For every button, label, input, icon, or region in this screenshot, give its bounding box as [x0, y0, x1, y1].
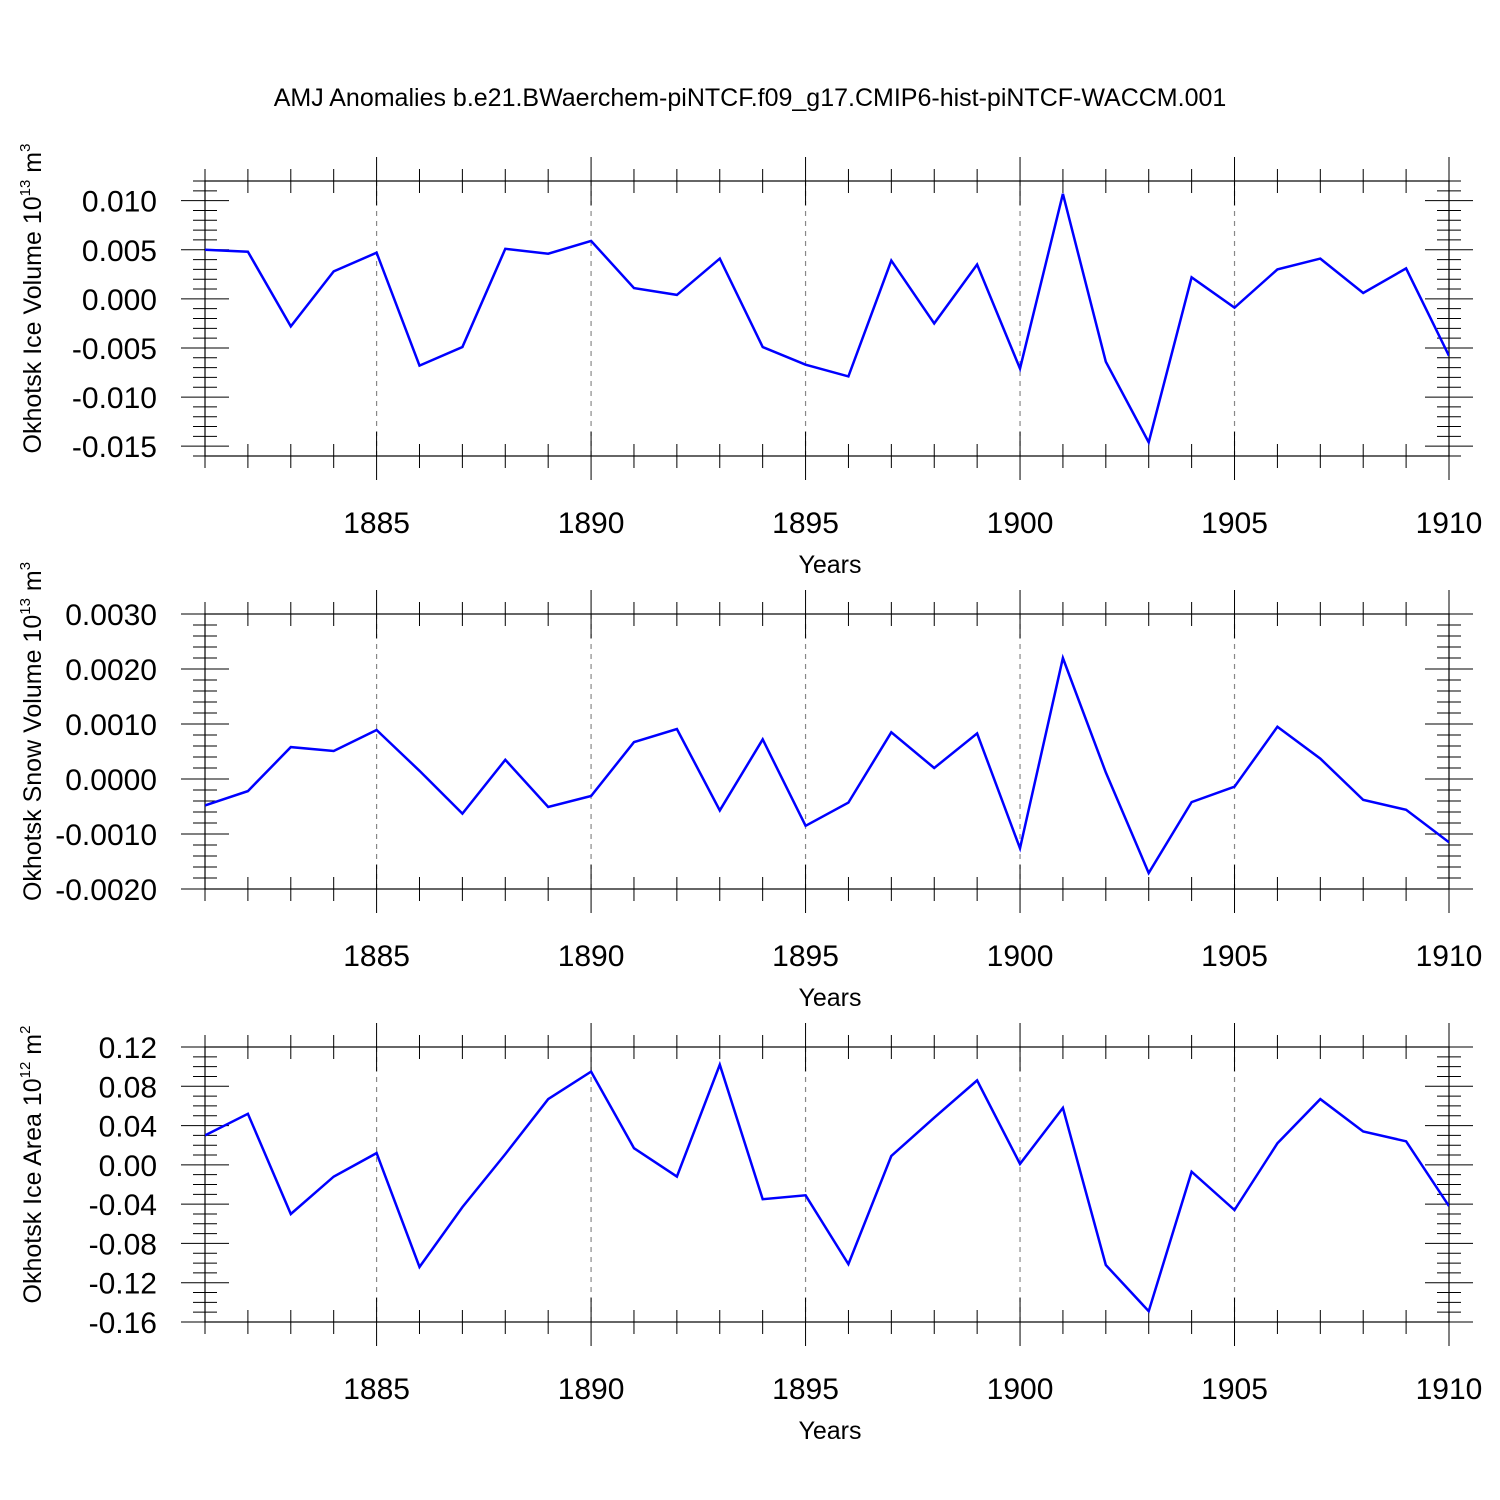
- x-axis-title: Years: [798, 1417, 861, 1445]
- y-axis-title-unit: m: [19, 570, 47, 598]
- y-axis-title: Okhotsk Ice Area 1012 m2: [17, 1026, 47, 1304]
- y-tick-label: -0.0010: [55, 819, 157, 852]
- y-tick-label: 0.0010: [65, 709, 157, 742]
- y-tick-label: -0.16: [89, 1307, 157, 1340]
- chart-title: AMJ Anomalies b.e21.BWaerchem-piNTCF.f09…: [274, 84, 1227, 112]
- x-tick-label: 1910: [1416, 940, 1483, 973]
- y-tick-label: 0.0030: [65, 599, 157, 632]
- y-axis-title-text: Okhotsk Snow Volume 10: [19, 615, 47, 901]
- x-tick-label: 1890: [558, 940, 625, 973]
- series-line: [205, 1060, 1449, 1314]
- x-tick-label: 1905: [1201, 507, 1268, 540]
- y-axis-title: Okhotsk Snow Volume 1013 m3: [17, 562, 47, 901]
- y-tick-label: -0.04: [89, 1189, 157, 1222]
- y-tick-label: 0.0020: [65, 654, 157, 687]
- x-tick-label: 1895: [772, 940, 839, 973]
- x-tick-label: 1905: [1201, 1373, 1268, 1406]
- y-axis-title: Okhotsk Ice Volume 1013 m3: [17, 144, 47, 454]
- x-tick-label: 1895: [772, 1373, 839, 1406]
- x-axis-title: Years: [798, 984, 861, 1012]
- x-tick-label: 1900: [987, 507, 1054, 540]
- y-tick-label: -0.010: [72, 382, 157, 415]
- y-tick-label: -0.015: [72, 431, 157, 464]
- y-tick-label: -0.005: [72, 333, 157, 366]
- y-tick-label: -0.0020: [55, 874, 157, 907]
- x-tick-label: 1895: [772, 507, 839, 540]
- y-tick-label: -0.08: [89, 1228, 157, 1261]
- y-tick-label: 0.12: [99, 1032, 157, 1065]
- y-tick-label: 0.000: [82, 284, 157, 317]
- x-tick-label: 1885: [343, 507, 410, 540]
- x-tick-label: 1910: [1416, 1373, 1483, 1406]
- plot-frame: [204, 613, 1450, 890]
- y-axis-title-text: Okhotsk Ice Area 10: [19, 1078, 47, 1303]
- x-tick-label: 1905: [1201, 940, 1268, 973]
- panel-2: -0.0020 -0.0010 0.0000 0.0010 0.0020 0.0030 18…: [17, 562, 1482, 1012]
- y-axis-title-unit-exp: 3: [17, 144, 34, 152]
- x-tick-label: 1890: [558, 507, 625, 540]
- series-line: [205, 653, 1449, 876]
- panel-3: -0.16 -0.12 -0.08 -0.04 0.00 0.04 0.08 0.12 1885…: [17, 1023, 1482, 1445]
- y-axis-title-unit-exp: 2: [17, 1026, 34, 1034]
- x-tick-label: 1885: [343, 1373, 410, 1406]
- x-tick-label: 1890: [558, 1373, 625, 1406]
- plot-frame: [204, 180, 1450, 457]
- y-axis-title-unit: m: [19, 1034, 47, 1062]
- y-tick-label: 0.0000: [65, 764, 157, 797]
- x-tick-label: 1900: [987, 940, 1054, 973]
- panel-1: -0.015 -0.010 -0.005 0.000 0.005 0.010 1885 189…: [17, 144, 1482, 579]
- y-tick-label: 0.08: [99, 1071, 157, 1104]
- y-axis-title-exp: 13: [17, 180, 34, 197]
- y-axis-title-unit-exp: 3: [17, 562, 34, 570]
- series-line: [205, 193, 1449, 446]
- y-axis-title-exp: 13: [17, 598, 34, 615]
- y-axis-title-unit: m: [19, 152, 47, 180]
- x-axis-title: Years: [798, 551, 861, 579]
- y-axis-title-text: Okhotsk Ice Volume 10: [19, 196, 47, 453]
- y-tick-label: 0.010: [82, 186, 157, 219]
- y-tick-label: -0.12: [89, 1268, 157, 1301]
- y-tick-label: 0.005: [82, 235, 157, 268]
- plot-frame: [204, 1046, 1450, 1323]
- x-tick-label: 1910: [1416, 507, 1483, 540]
- x-tick-label: 1885: [343, 940, 410, 973]
- x-tick-label: 1900: [987, 1373, 1054, 1406]
- y-tick-label: 0.04: [99, 1111, 157, 1144]
- y-axis-title-exp: 12: [17, 1062, 34, 1079]
- y-tick-label: 0.00: [99, 1150, 157, 1183]
